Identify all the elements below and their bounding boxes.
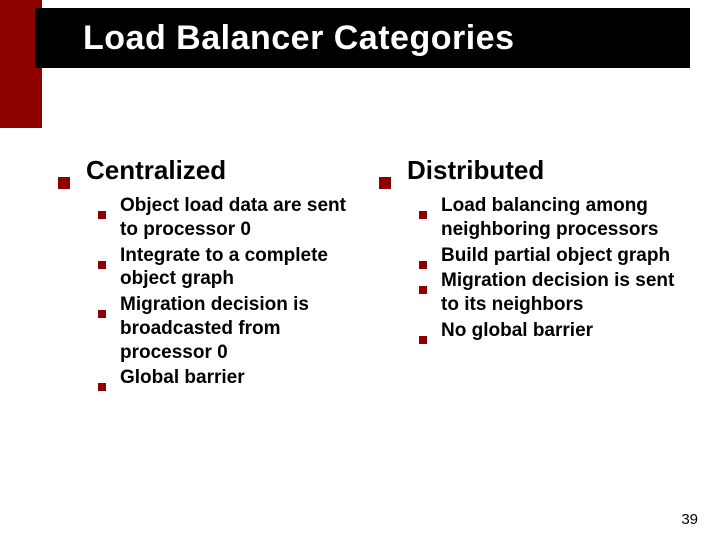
list-item-text: No global barrier: [441, 319, 593, 343]
list-item: Load balancing among neighboring process…: [419, 194, 690, 242]
page-number: 39: [681, 511, 698, 528]
column-heading: Distributed: [407, 155, 544, 186]
column-left: Centralized Object load data are sent to…: [58, 155, 369, 392]
column-heading: Centralized: [86, 155, 226, 186]
square-bullet-icon: [419, 261, 427, 269]
list-item-text: Global barrier: [120, 366, 245, 390]
column-right: Distributed Load balancing among neighbo…: [379, 155, 690, 392]
list-item: Global barrier: [98, 366, 369, 390]
list-item: Integrate to a complete object graph: [98, 244, 369, 292]
square-bullet-icon: [98, 310, 106, 318]
sub-list: Object load data are sent to processor 0…: [98, 194, 369, 390]
square-bullet-icon: [379, 177, 391, 189]
list-item-text: Load balancing among neighboring process…: [441, 194, 690, 242]
list-item-text: Object load data are sent to processor 0: [120, 194, 369, 242]
list-item: Build partial object graph: [419, 244, 690, 268]
list-item: Object load data are sent to processor 0: [98, 194, 369, 242]
slide-title: Load Balancer Categories: [83, 19, 514, 58]
list-item: Migration decision is sent to its neighb…: [419, 269, 690, 317]
list-item: Migration decision is broadcasted from p…: [98, 293, 369, 364]
main-item: Centralized: [58, 155, 369, 186]
main-item: Distributed: [379, 155, 690, 186]
sub-list: Load balancing among neighboring process…: [419, 194, 690, 343]
square-bullet-icon: [98, 383, 106, 391]
title-bar: Load Balancer Categories: [35, 8, 690, 68]
square-bullet-icon: [98, 261, 106, 269]
square-bullet-icon: [98, 211, 106, 219]
list-item-text: Migration decision is sent to its neighb…: [441, 269, 690, 317]
square-bullet-icon: [58, 177, 70, 189]
square-bullet-icon: [419, 336, 427, 344]
list-item: No global barrier: [419, 319, 690, 343]
square-bullet-icon: [419, 211, 427, 219]
square-bullet-icon: [419, 286, 427, 294]
list-item-text: Build partial object graph: [441, 244, 670, 268]
list-item-text: Migration decision is broadcasted from p…: [120, 293, 369, 364]
list-item-text: Integrate to a complete object graph: [120, 244, 369, 292]
content-area: Centralized Object load data are sent to…: [58, 155, 690, 392]
